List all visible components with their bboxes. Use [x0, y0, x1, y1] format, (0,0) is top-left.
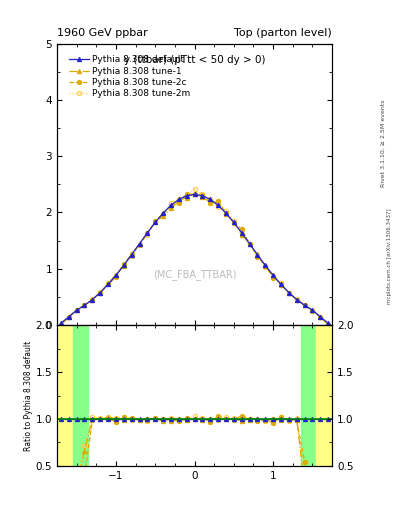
Bar [316, 325, 332, 466]
Text: 1960 GeV ppbar: 1960 GeV ppbar [57, 28, 148, 38]
Legend: Pythia 8.308 default, Pythia 8.308 tune-1, Pythia 8.308 tune-2c, Pythia 8.308 tu: Pythia 8.308 default, Pythia 8.308 tune-… [67, 54, 192, 100]
Bar [57, 325, 73, 466]
Bar [301, 325, 316, 466]
Text: (MC_FBA_TTBAR): (MC_FBA_TTBAR) [153, 269, 236, 280]
Text: Rivet 3.1.10, ≥ 2.5M events: Rivet 3.1.10, ≥ 2.5M events [381, 100, 386, 187]
Bar [73, 325, 88, 466]
Text: mcplots.cern.ch [arXiv:1306.3437]: mcplots.cern.ch [arXiv:1306.3437] [387, 208, 391, 304]
Text: y (ttbar) (pTtt < 50 dy > 0): y (ttbar) (pTtt < 50 dy > 0) [124, 55, 265, 65]
Text: Top (parton level): Top (parton level) [234, 28, 332, 38]
Y-axis label: Ratio to Pythia 8.308 default: Ratio to Pythia 8.308 default [24, 340, 33, 451]
